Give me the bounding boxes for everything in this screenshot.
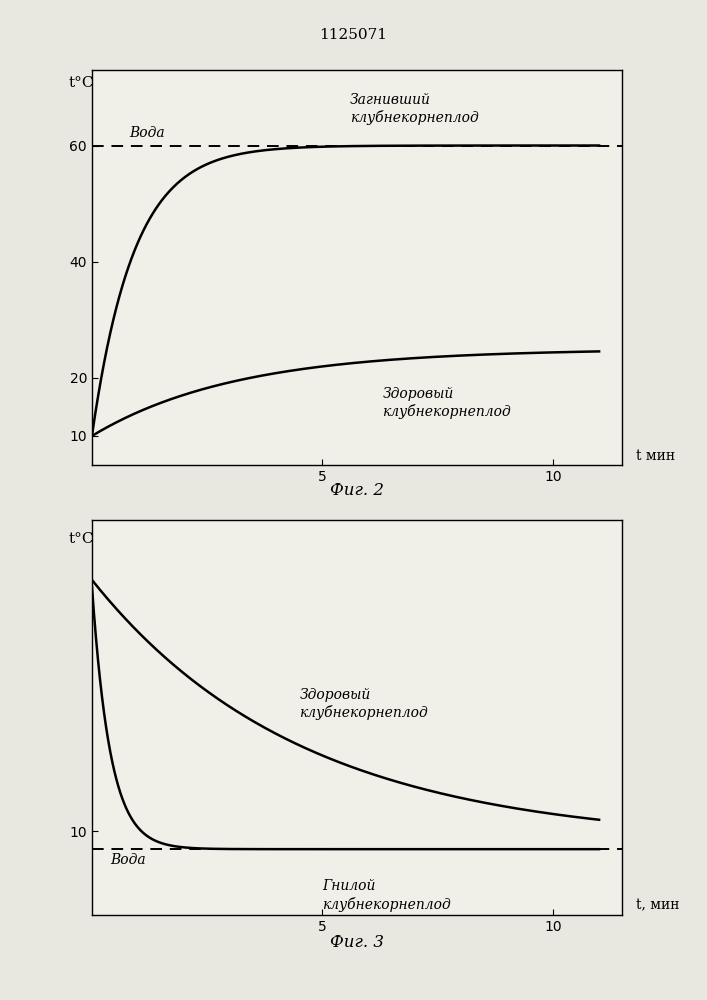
Text: Фиг. 3: Фиг. 3 [330,934,384,951]
Text: Здоровый
клубнекорнеплод: Здоровый клубнекорнеплод [382,387,511,419]
Text: t мин: t мин [636,449,675,463]
Text: 1125071: 1125071 [320,28,387,42]
Text: t, мин: t, мин [636,898,679,912]
Text: Вода: Вода [110,853,146,867]
Text: Здоровый
клубнекорнеплод: Здоровый клубнекорнеплод [299,688,428,720]
Text: t°C: t°C [69,76,94,90]
Text: t°C: t°C [69,532,94,546]
Text: Загнивший
клубнекорнеплод: Загнивший клубнекорнеплод [350,93,479,125]
Text: Вода: Вода [129,126,165,140]
Text: Фиг. 2: Фиг. 2 [330,482,384,499]
Text: Гнилой
клубнекорнеплод: Гнилой клубнекорнеплод [322,879,451,912]
